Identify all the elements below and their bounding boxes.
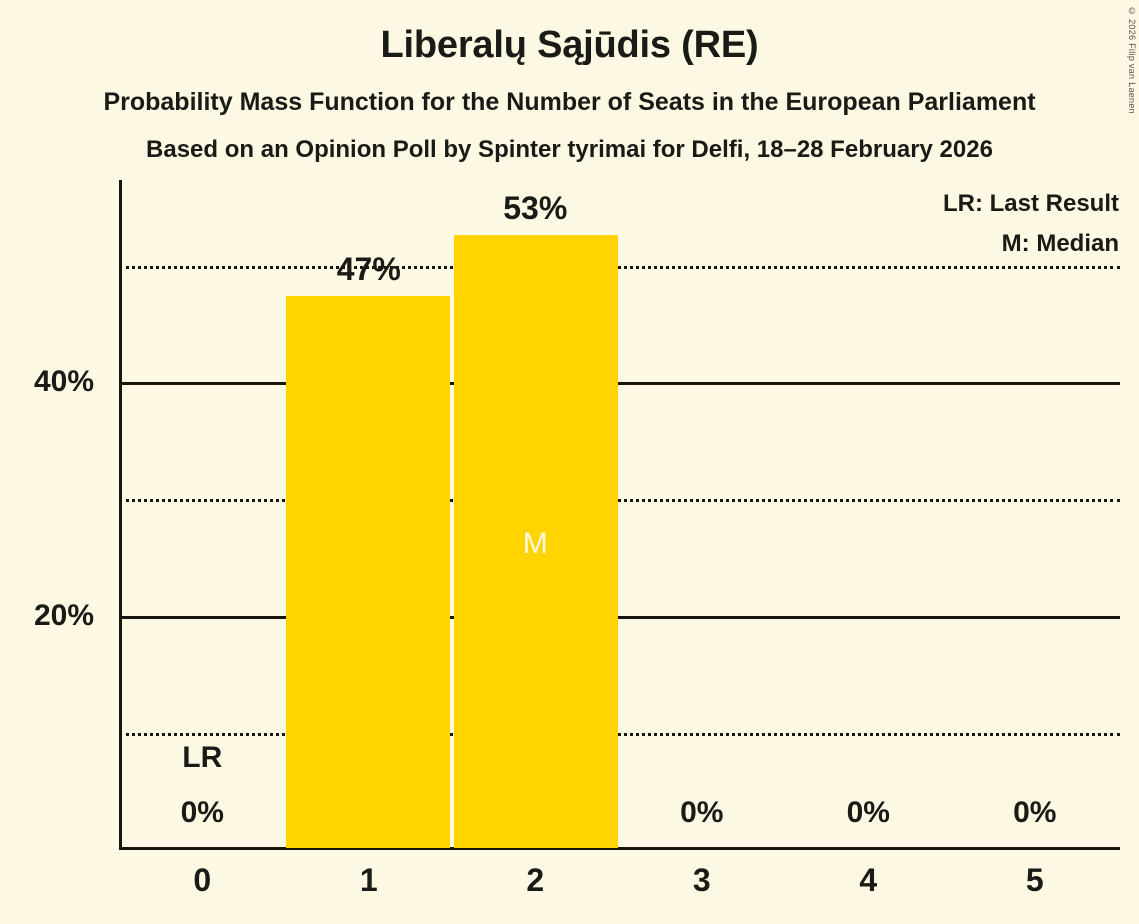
gridline-50-percent (119, 266, 1120, 269)
column-seat-5: 0% 5 (952, 180, 1119, 899)
legend-entry-median: M: Median (1001, 230, 1119, 257)
gridline-10-percent (119, 733, 1120, 736)
gridline-30-percent (119, 499, 1120, 502)
bar-value-label-3: 0% (680, 796, 724, 829)
chart-source-note: Based on an Opinion Poll by Spinter tyri… (146, 136, 993, 163)
column-seat-3: 0% 3 (619, 180, 786, 899)
gridline-40-percent (119, 382, 1120, 385)
column-seat-2: 53% M 2 (452, 180, 619, 898)
median-marker: M (522, 527, 548, 560)
chart-subtitle: Probability Mass Function for the Number… (103, 88, 1036, 116)
bar-seat-2[interactable] (454, 235, 618, 848)
x-tick-label-5: 5 (1025, 862, 1044, 898)
bar-seat-1[interactable] (285, 296, 450, 848)
y-tick-label-20: 20% (33, 599, 94, 632)
page-title: Liberalų Sąjūdis (RE) (380, 24, 759, 66)
copyright-notice: © 2026 Filip van Laenen (1127, 6, 1137, 114)
x-tick-label-2: 2 (526, 862, 545, 898)
x-tick-label-0: 0 (193, 862, 212, 898)
x-tick-label-4: 4 (859, 862, 878, 898)
column-seat-1: 47% 1 (285, 180, 453, 898)
bar-value-label-1: 47% (336, 251, 401, 287)
legend-entry-last-result: LR: Last Result (942, 190, 1119, 217)
chart-legend: LR: Last Result M: Median (943, 184, 1119, 264)
bar-value-label-4: 0% (846, 796, 890, 829)
x-tick-label-1: 1 (359, 862, 378, 898)
x-tick-label-3: 3 (692, 862, 711, 898)
bar-value-label-5: 0% (1013, 796, 1057, 829)
x-axis-line (119, 847, 1120, 850)
column-seat-4: 0% 4 (785, 180, 952, 899)
column-seat-0: LR 0% 0 (119, 180, 286, 899)
y-tick-label-40: 40% (33, 365, 94, 398)
last-result-marker: LR (182, 741, 223, 774)
bar-value-label-0: 0% (180, 796, 224, 829)
plot-area: 40% 20% LR 0% 0 47% 1 53% M 2 0% 3 (34, 180, 1120, 899)
y-axis-line (119, 180, 122, 850)
gridline-20-percent (119, 616, 1120, 619)
bar-value-label-2: 53% (503, 190, 568, 226)
